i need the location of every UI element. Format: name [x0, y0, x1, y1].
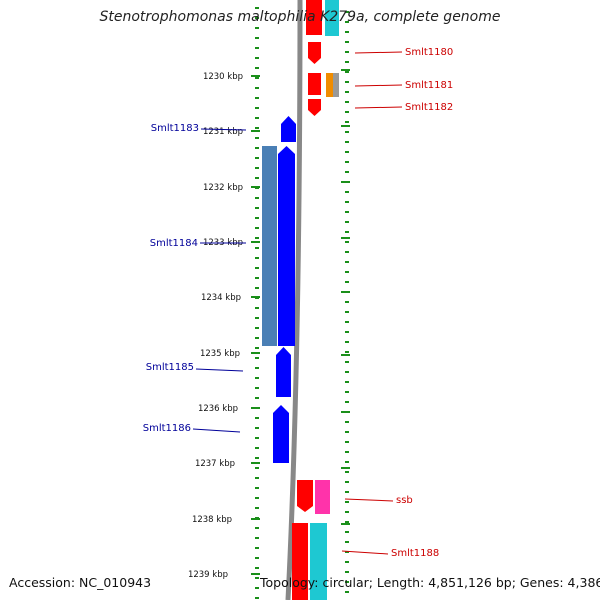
map-title: Stenotrophomonas maltophilia K279a, comp…	[99, 9, 501, 25]
cyan-feature[interactable]	[310, 523, 327, 600]
leader-line	[192, 428, 241, 433]
scale-label: 1231 kbp	[203, 127, 243, 137]
reverse-gene-smlt1183[interactable]	[281, 116, 296, 142]
forward-gene-feature[interactable]	[308, 73, 321, 95]
gene-label-smlt1181[interactable]: Smlt1181	[405, 80, 453, 91]
leader-line	[341, 550, 389, 555]
forward-gene-feature[interactable]	[306, 0, 322, 35]
leader-line	[354, 106, 403, 109]
cyan-feature[interactable]	[325, 0, 339, 36]
reverse-gene-smlt1186[interactable]	[273, 405, 289, 463]
accession-text: Accession: NC_010943	[9, 575, 152, 590]
label-layer: Smlt1180 Smlt1181 Smlt1182 ssb Smlt1188 Smlt1…	[143, 47, 454, 559]
gene-label-ssb[interactable]: ssb	[396, 495, 413, 506]
scale-label: 1236 kbp	[198, 404, 238, 414]
leader-line	[344, 498, 394, 502]
gene-label-smlt1186[interactable]: Smlt1186	[143, 423, 191, 434]
grey-feature[interactable]	[333, 73, 339, 97]
gene-label-smlt1183[interactable]: Smlt1183	[151, 123, 199, 134]
scale-label: 1238 kbp	[192, 515, 232, 525]
forward-gene-smlt1182[interactable]	[308, 99, 321, 116]
forward-gene-smlt1180[interactable]	[308, 42, 321, 64]
gene-label-smlt1185[interactable]: Smlt1185	[146, 362, 194, 373]
forward-gene-smlt1188[interactable]	[292, 523, 308, 600]
scale-label: 1234 kbp	[201, 293, 241, 303]
scale-label: 1235 kbp	[200, 349, 240, 359]
reverse-cds-feature[interactable]	[262, 146, 277, 346]
leader-line	[354, 51, 403, 54]
forward-gene-ssb[interactable]	[297, 480, 313, 512]
reverse-gene-smlt1185[interactable]	[276, 347, 291, 397]
genome-backbone	[285, 0, 303, 600]
orange-feature-smlt1181[interactable]	[326, 73, 333, 97]
gene-label-smlt1184[interactable]: Smlt1184	[150, 238, 198, 249]
leader-line	[200, 128, 247, 131]
leader-line	[354, 84, 403, 87]
forward-gene-ssb-alt[interactable]	[315, 480, 330, 514]
gene-label-smlt1182[interactable]: Smlt1182	[405, 102, 453, 113]
gene-label-smlt1188[interactable]: Smlt1188	[391, 548, 439, 559]
scale-label: 1237 kbp	[195, 459, 235, 469]
scale-label: 1239 kbp	[188, 570, 228, 580]
scale-label: 1230 kbp	[203, 72, 243, 82]
topology-summary: Topology: circular; Length: 4,851,126 bp…	[260, 575, 600, 590]
feature-layer	[262, 0, 339, 600]
reverse-gene-smlt1184[interactable]	[278, 146, 295, 346]
gene-label-smlt1180[interactable]: Smlt1180	[405, 47, 453, 58]
leader-line	[195, 368, 244, 372]
scale-label: 1232 kbp	[203, 183, 243, 193]
